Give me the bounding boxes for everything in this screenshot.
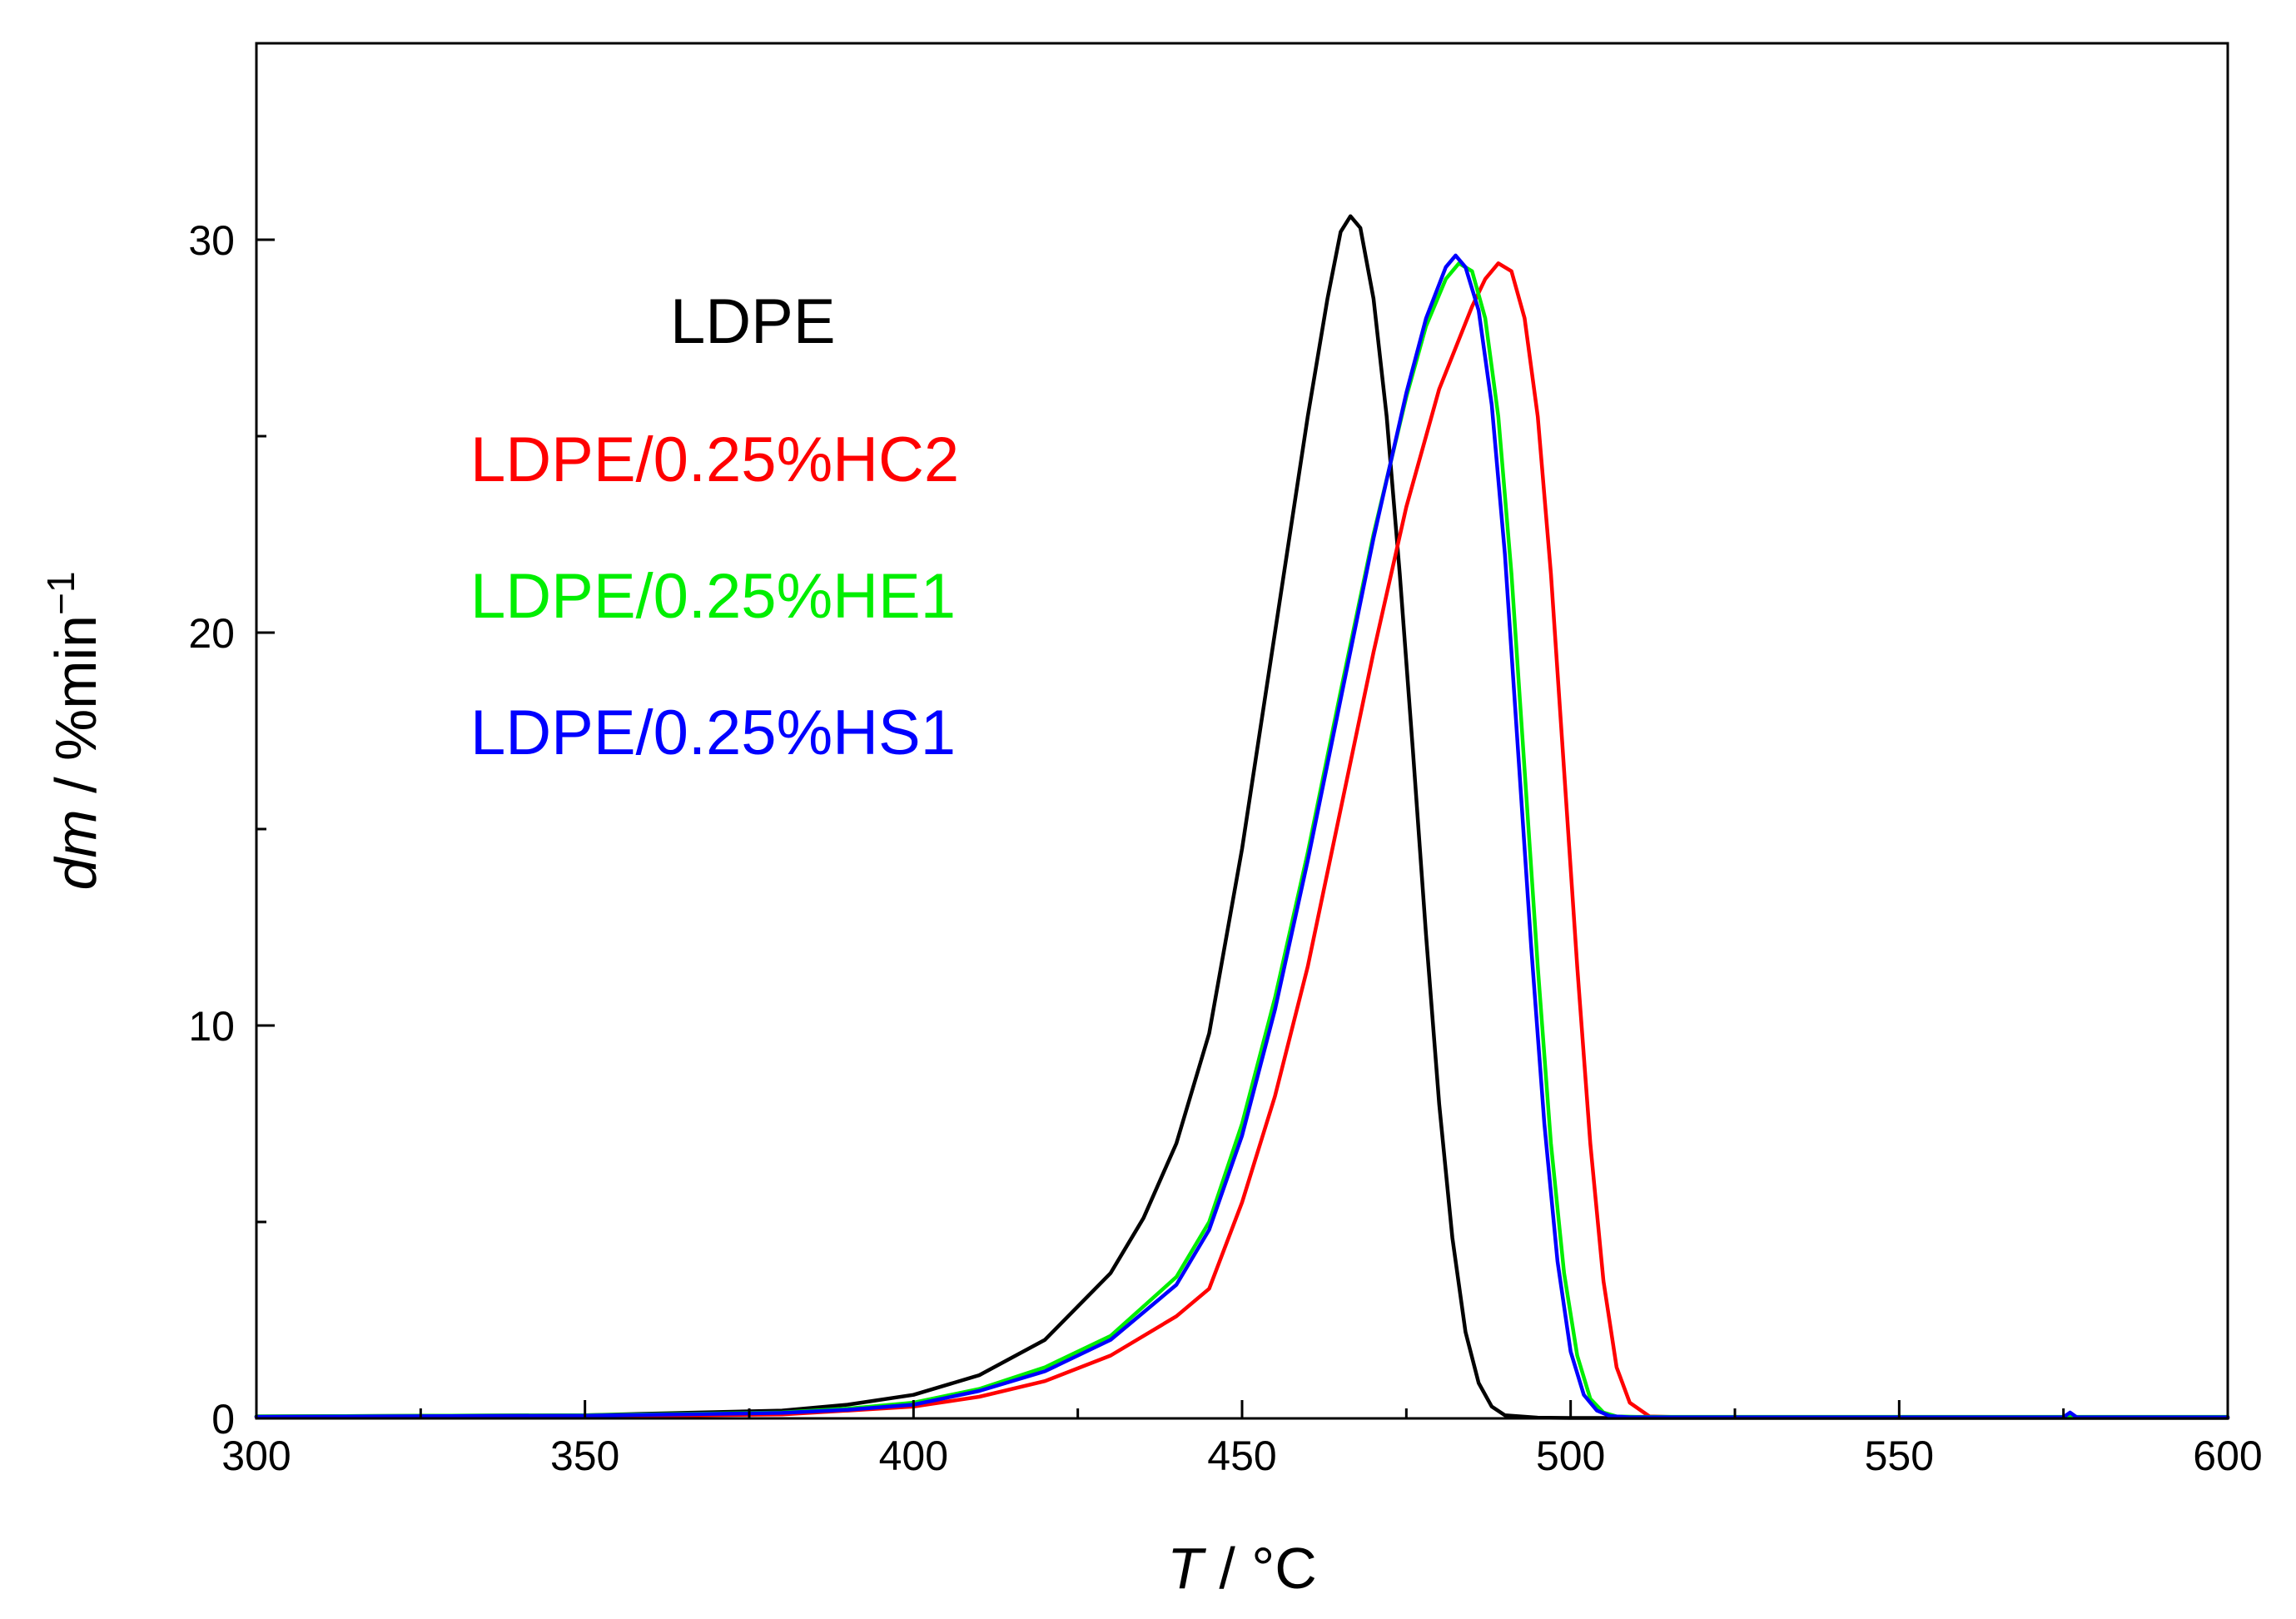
- series-layer: [254, 214, 2230, 1420]
- x-tick-label: 300: [221, 1433, 291, 1479]
- y-axis-title-exponent: −1: [39, 571, 82, 614]
- legend-entry: LDPE/0.25%HE1: [470, 561, 956, 632]
- y-axis-title-unit: / %min: [43, 615, 108, 809]
- x-tick-label: 350: [550, 1433, 619, 1479]
- x-axis-title-symbol: T: [1167, 1536, 1206, 1601]
- series-line-ldpe-0-25-he1: [254, 261, 2230, 1419]
- legend-entry: LDPE/0.25%HC2: [470, 425, 959, 495]
- y-axis-title-symbol: dm: [43, 809, 108, 890]
- legend: LDPE LDPE/0.25%HC2 LDPE/0.25%HE1 LDPE/0.25%…: [470, 286, 959, 768]
- tick-layer: 300 350 400 450 500 550 600 0 10 20 30: [188, 217, 2262, 1479]
- x-axis-title: T / °C: [1167, 1536, 1317, 1601]
- y-tick-label: 0: [211, 1396, 235, 1443]
- x-tick-label: 550: [1865, 1433, 1934, 1479]
- y-tick-label: 30: [188, 217, 235, 264]
- series-line-ldpe: [254, 214, 2230, 1420]
- x-tick-label: 600: [2193, 1433, 2262, 1479]
- series-line-ldpe-0-25-hc2: [254, 261, 2230, 1420]
- y-tick-label: 10: [188, 1003, 235, 1050]
- series-line-ldpe-0-25-hs1: [254, 253, 2230, 1419]
- x-tick-label: 450: [1207, 1433, 1276, 1479]
- legend-entry: LDPE/0.25%HS1: [470, 698, 956, 768]
- x-tick-label: 500: [1536, 1433, 1605, 1479]
- y-tick-label: 20: [188, 610, 235, 657]
- x-tick-label: 400: [879, 1433, 948, 1479]
- x-axis-title-unit: / °C: [1203, 1536, 1317, 1601]
- legend-entry: LDPE: [670, 286, 836, 357]
- y-axis-title: dm / %min−1: [39, 571, 108, 890]
